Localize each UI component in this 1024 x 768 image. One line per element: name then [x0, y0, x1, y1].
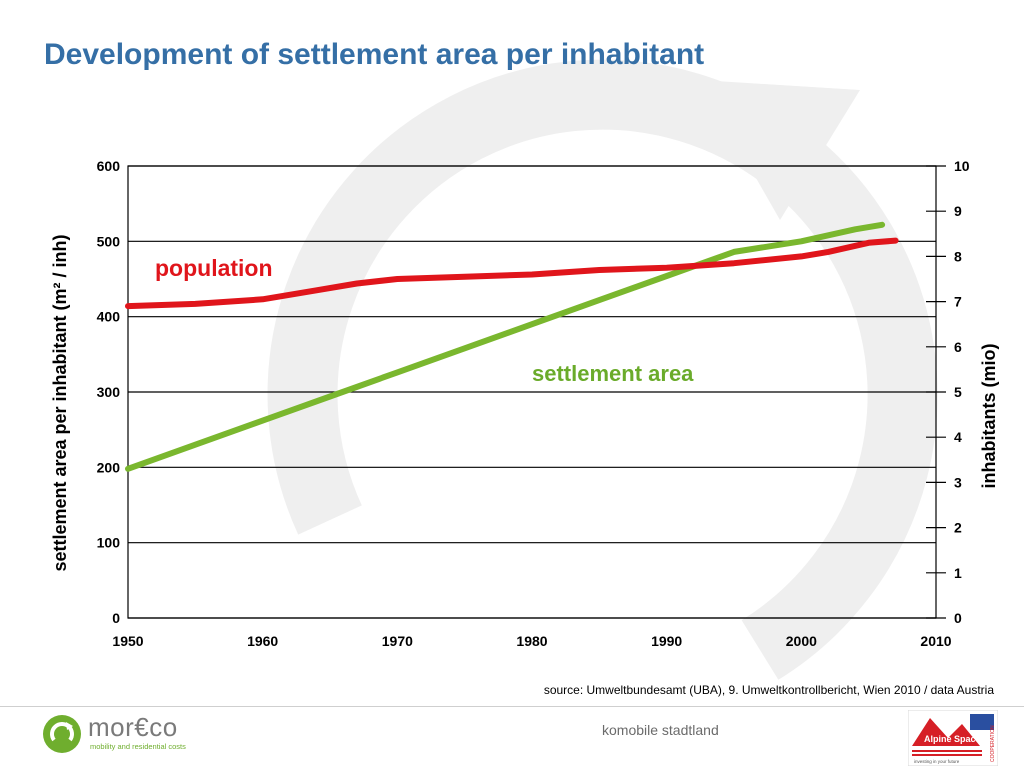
moreco-logo-icon	[43, 715, 81, 753]
line-chart: 0 100 200 300 400 500 600 0 1 2 3 4 5 6 7 8 9 10 1950 196…	[50, 158, 999, 649]
series-line-settlement-area	[125, 221, 886, 472]
alpine-space-logo-side-text: COOPERATION	[990, 725, 996, 762]
x-tick-label: 1970	[382, 633, 413, 649]
moreco-logo-tagline: mobility and residential costs	[90, 742, 186, 751]
page-title: Development of settlement area per inhab…	[44, 38, 705, 71]
y-axis-label: settlement area per inhabitant (m² / inh…	[50, 234, 70, 571]
y-tick-label: 400	[97, 309, 121, 325]
y2-tick-label: 4	[954, 429, 962, 445]
y2-tick-label: 3	[954, 474, 962, 490]
y2-tick-label: 2	[954, 520, 962, 536]
x-tick-label: 2000	[786, 633, 817, 649]
y2-tick-label: 0	[954, 610, 962, 626]
y2-tick-label: 5	[954, 384, 962, 400]
x-tick-label: 2010	[920, 633, 951, 649]
y2-tick-label: 6	[954, 339, 962, 355]
footer-divider	[0, 706, 1024, 707]
y-tick-label: 500	[97, 233, 121, 249]
y2-tick-label: 8	[954, 248, 962, 264]
source-note: source: Umweltbundesamt (UBA), 9. Umwelt…	[543, 683, 994, 697]
y2-axis-label: inhabitants (mio)	[979, 344, 999, 489]
series-line-population	[125, 237, 899, 310]
y2-tick-label: 9	[954, 203, 962, 219]
x-tick-label: 1990	[651, 633, 682, 649]
legend-population: population	[155, 255, 273, 281]
y2-tick-label: 7	[954, 294, 962, 310]
moreco-logo: mor€co mobility and residential costs	[42, 712, 242, 756]
x-tick-label: 1980	[516, 633, 547, 649]
alpine-space-logo-tagline: investing in your future	[914, 759, 960, 764]
y-tick-label: 0	[112, 610, 120, 626]
y-tick-label: 100	[97, 535, 121, 551]
y2-tick-label: 10	[954, 158, 970, 174]
y-tick-label: 300	[97, 384, 121, 400]
alpine-space-logo-name: Alpine Space	[924, 734, 981, 744]
grid-lines	[127, 165, 937, 619]
legend-settlement-area: settlement area	[532, 361, 694, 386]
footer-text: komobile stadtland	[602, 722, 719, 738]
y-axis-ticks: 0 100 200 300 400 500 600	[97, 158, 121, 626]
series-layer	[125, 221, 899, 472]
y2-tick-label: 1	[954, 565, 962, 581]
x-axis-ticks: 1950 1960 1970 1980 1990 2000 2010	[112, 633, 951, 649]
y2-axis-ticks: 0 1 2 3 4 5 6 7 8 9 10	[926, 158, 970, 626]
x-tick-label: 1960	[247, 633, 278, 649]
alpine-space-logo: Alpine Space investing in your future CO…	[908, 710, 998, 766]
x-tick-label: 1950	[112, 633, 143, 649]
y-tick-label: 200	[97, 459, 121, 475]
y-tick-label: 600	[97, 158, 121, 174]
moreco-logo-name: mor€co	[88, 712, 178, 742]
